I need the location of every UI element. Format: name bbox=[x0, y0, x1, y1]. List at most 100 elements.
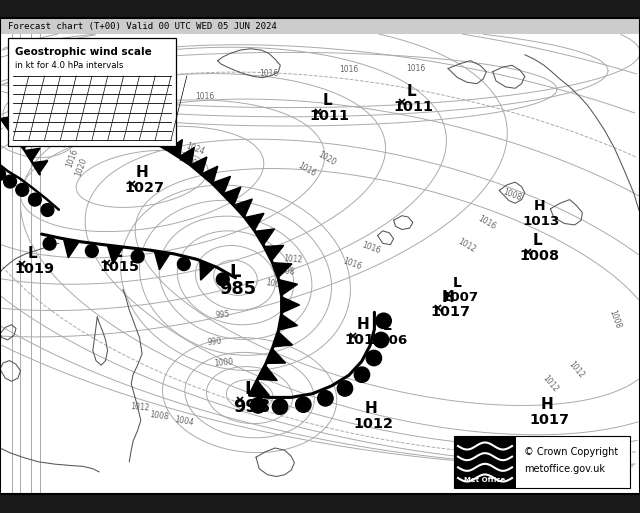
Text: 1016: 1016 bbox=[259, 69, 278, 77]
Circle shape bbox=[373, 332, 388, 348]
Circle shape bbox=[41, 204, 54, 216]
Polygon shape bbox=[134, 121, 148, 139]
Text: 1011: 1011 bbox=[310, 109, 349, 123]
Bar bbox=[0, 18, 640, 34]
Text: 1012: 1012 bbox=[457, 237, 477, 254]
Circle shape bbox=[337, 381, 353, 396]
Text: 1020: 1020 bbox=[74, 157, 89, 178]
Circle shape bbox=[4, 175, 17, 188]
Polygon shape bbox=[278, 314, 298, 330]
Polygon shape bbox=[273, 331, 292, 347]
Text: 1013: 1013 bbox=[523, 214, 560, 228]
Text: 1016: 1016 bbox=[339, 65, 358, 74]
Text: 1016: 1016 bbox=[476, 214, 497, 231]
Text: 1006: 1006 bbox=[371, 334, 408, 347]
Circle shape bbox=[366, 350, 381, 366]
Text: 1005: 1005 bbox=[13, 120, 52, 134]
Text: 1020: 1020 bbox=[316, 149, 337, 167]
Text: L: L bbox=[406, 84, 417, 99]
Text: in kt for 4.0 hPa intervals: in kt for 4.0 hPa intervals bbox=[15, 61, 124, 69]
Circle shape bbox=[43, 238, 56, 250]
Polygon shape bbox=[167, 140, 182, 157]
Text: Geostrophic wind scale: Geostrophic wind scale bbox=[15, 47, 152, 57]
Circle shape bbox=[250, 398, 266, 413]
Circle shape bbox=[29, 193, 42, 206]
Text: 990: 990 bbox=[207, 337, 222, 347]
Text: 1012: 1012 bbox=[541, 373, 560, 394]
Polygon shape bbox=[273, 263, 292, 278]
Polygon shape bbox=[33, 161, 48, 173]
Polygon shape bbox=[266, 348, 285, 363]
Polygon shape bbox=[244, 213, 264, 230]
Text: 1016: 1016 bbox=[64, 148, 79, 169]
Text: L: L bbox=[230, 263, 241, 281]
Text: 1024: 1024 bbox=[184, 142, 206, 156]
Text: 1016: 1016 bbox=[341, 256, 363, 271]
Text: 1007: 1007 bbox=[441, 291, 478, 304]
Text: metoffice.gov.uk: metoffice.gov.uk bbox=[524, 464, 605, 475]
Circle shape bbox=[16, 184, 29, 196]
Circle shape bbox=[296, 397, 311, 412]
Polygon shape bbox=[63, 239, 79, 258]
Circle shape bbox=[131, 250, 144, 263]
Text: 1011: 1011 bbox=[394, 100, 433, 114]
Polygon shape bbox=[200, 261, 215, 280]
Polygon shape bbox=[8, 125, 23, 139]
Bar bbox=[8, 38, 176, 146]
Text: 998: 998 bbox=[233, 398, 270, 416]
Polygon shape bbox=[145, 126, 159, 144]
Text: 1015: 1015 bbox=[99, 261, 139, 274]
Polygon shape bbox=[191, 157, 207, 174]
Polygon shape bbox=[258, 365, 277, 381]
Text: 1019: 1019 bbox=[14, 262, 54, 276]
Polygon shape bbox=[1, 115, 16, 129]
Text: H: H bbox=[136, 165, 148, 181]
Text: 1012: 1012 bbox=[284, 254, 303, 265]
Text: 1008: 1008 bbox=[607, 309, 622, 330]
Polygon shape bbox=[282, 297, 300, 313]
Polygon shape bbox=[255, 229, 275, 245]
Polygon shape bbox=[25, 148, 40, 161]
Text: L: L bbox=[112, 245, 122, 260]
Circle shape bbox=[273, 399, 288, 415]
Circle shape bbox=[0, 168, 6, 181]
Polygon shape bbox=[278, 280, 298, 295]
Text: 1008: 1008 bbox=[275, 266, 295, 276]
Polygon shape bbox=[234, 199, 252, 217]
Polygon shape bbox=[154, 251, 170, 270]
Polygon shape bbox=[223, 187, 241, 205]
Text: 1000: 1000 bbox=[214, 358, 234, 368]
Text: 1016: 1016 bbox=[296, 161, 318, 179]
Text: L: L bbox=[532, 233, 543, 248]
Text: 1016: 1016 bbox=[58, 127, 73, 149]
Text: 1012: 1012 bbox=[353, 417, 393, 431]
Text: 1017: 1017 bbox=[430, 305, 470, 320]
Text: H: H bbox=[356, 317, 369, 332]
Text: © Crown Copyright: © Crown Copyright bbox=[524, 447, 618, 457]
Text: H: H bbox=[365, 401, 378, 417]
Text: 1017: 1017 bbox=[529, 412, 569, 427]
Polygon shape bbox=[107, 245, 124, 264]
Text: Forecast chart (T+00) Valid 00 UTC WED 05 JUN 2024: Forecast chart (T+00) Valid 00 UTC WED 0… bbox=[8, 22, 276, 30]
Text: L: L bbox=[244, 380, 255, 398]
Text: L: L bbox=[383, 319, 392, 333]
Text: 1008: 1008 bbox=[501, 187, 523, 203]
Text: 1008: 1008 bbox=[520, 249, 559, 263]
Bar bbox=[454, 436, 630, 488]
Text: 1016: 1016 bbox=[360, 241, 382, 255]
Polygon shape bbox=[179, 147, 195, 165]
Text: 985: 985 bbox=[219, 280, 256, 299]
Circle shape bbox=[177, 258, 190, 270]
Text: L: L bbox=[26, 104, 36, 119]
Text: 1028: 1028 bbox=[113, 102, 131, 123]
Polygon shape bbox=[212, 176, 230, 194]
Text: H: H bbox=[442, 290, 454, 305]
Text: H: H bbox=[541, 397, 554, 412]
Text: 995: 995 bbox=[215, 309, 230, 320]
Bar bbox=[454, 436, 516, 488]
Polygon shape bbox=[250, 380, 269, 396]
Text: 1027: 1027 bbox=[124, 181, 164, 195]
Text: 1008: 1008 bbox=[148, 410, 169, 422]
Text: L: L bbox=[27, 246, 37, 261]
Polygon shape bbox=[156, 132, 170, 150]
